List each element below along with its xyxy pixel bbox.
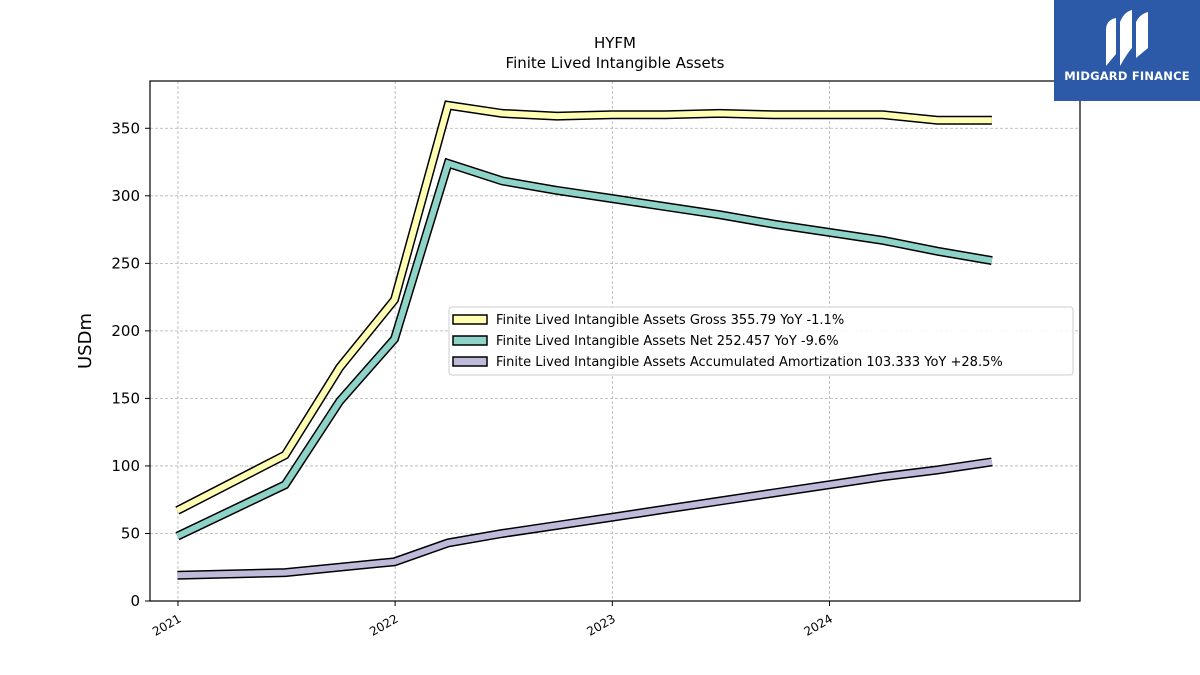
y-tick-label: 150 — [111, 389, 140, 407]
legend-box — [448, 306, 1074, 376]
series-3 — [177, 457, 993, 580]
x-tick-label: 2023 — [584, 611, 617, 638]
legend-swatch — [452, 314, 488, 325]
logo-mark-icon — [1106, 10, 1148, 66]
y-axis-label: USDm — [75, 313, 96, 369]
y-tick-label: 50 — [121, 524, 140, 542]
series-line — [176, 101, 992, 514]
legend-entry-label: Finite Lived Intangible Assets Net 252.4… — [496, 334, 839, 349]
plot-area-frame — [149, 80, 1081, 602]
legend-entry-label: Finite Lived Intangible Assets Accumulat… — [496, 355, 1003, 370]
x-tick-label: 2021 — [150, 611, 183, 638]
y-tick-label: 300 — [111, 187, 140, 205]
series-line — [176, 159, 993, 539]
series-line — [177, 458, 993, 579]
x-axis-ticks: 2021 2022 2023 2024 — [150, 601, 835, 639]
y-axis-ticks: 0 50 100 150 200 250 300 350 — [111, 119, 150, 610]
y-tick-label: 0 — [130, 592, 140, 610]
midgard-finance-logo: MIDGARD FINANCE — [1054, 0, 1200, 101]
legend: Finite Lived Intangible Assets Gross 355… — [448, 306, 1074, 376]
series-1 — [175, 100, 992, 515]
x-tick-label: 2024 — [802, 611, 835, 638]
legend-swatch — [452, 356, 488, 367]
logo-text: MIDGARD FINANCE — [1064, 69, 1190, 83]
chart-title: HYFM — [594, 34, 636, 52]
y-tick-label: 350 — [111, 119, 140, 137]
legend-swatch — [452, 335, 488, 346]
series-2 — [175, 157, 993, 541]
y-tick-label: 200 — [111, 322, 140, 340]
y-tick-label: 100 — [111, 457, 140, 475]
chart-subtitle: Finite Lived Intangible Assets — [506, 54, 725, 72]
series-layer — [175, 100, 993, 580]
y-tick-label: 250 — [111, 254, 140, 272]
x-tick-label: 2022 — [367, 611, 400, 638]
legend-entry-label: Finite Lived Intangible Assets Gross 355… — [496, 313, 844, 328]
